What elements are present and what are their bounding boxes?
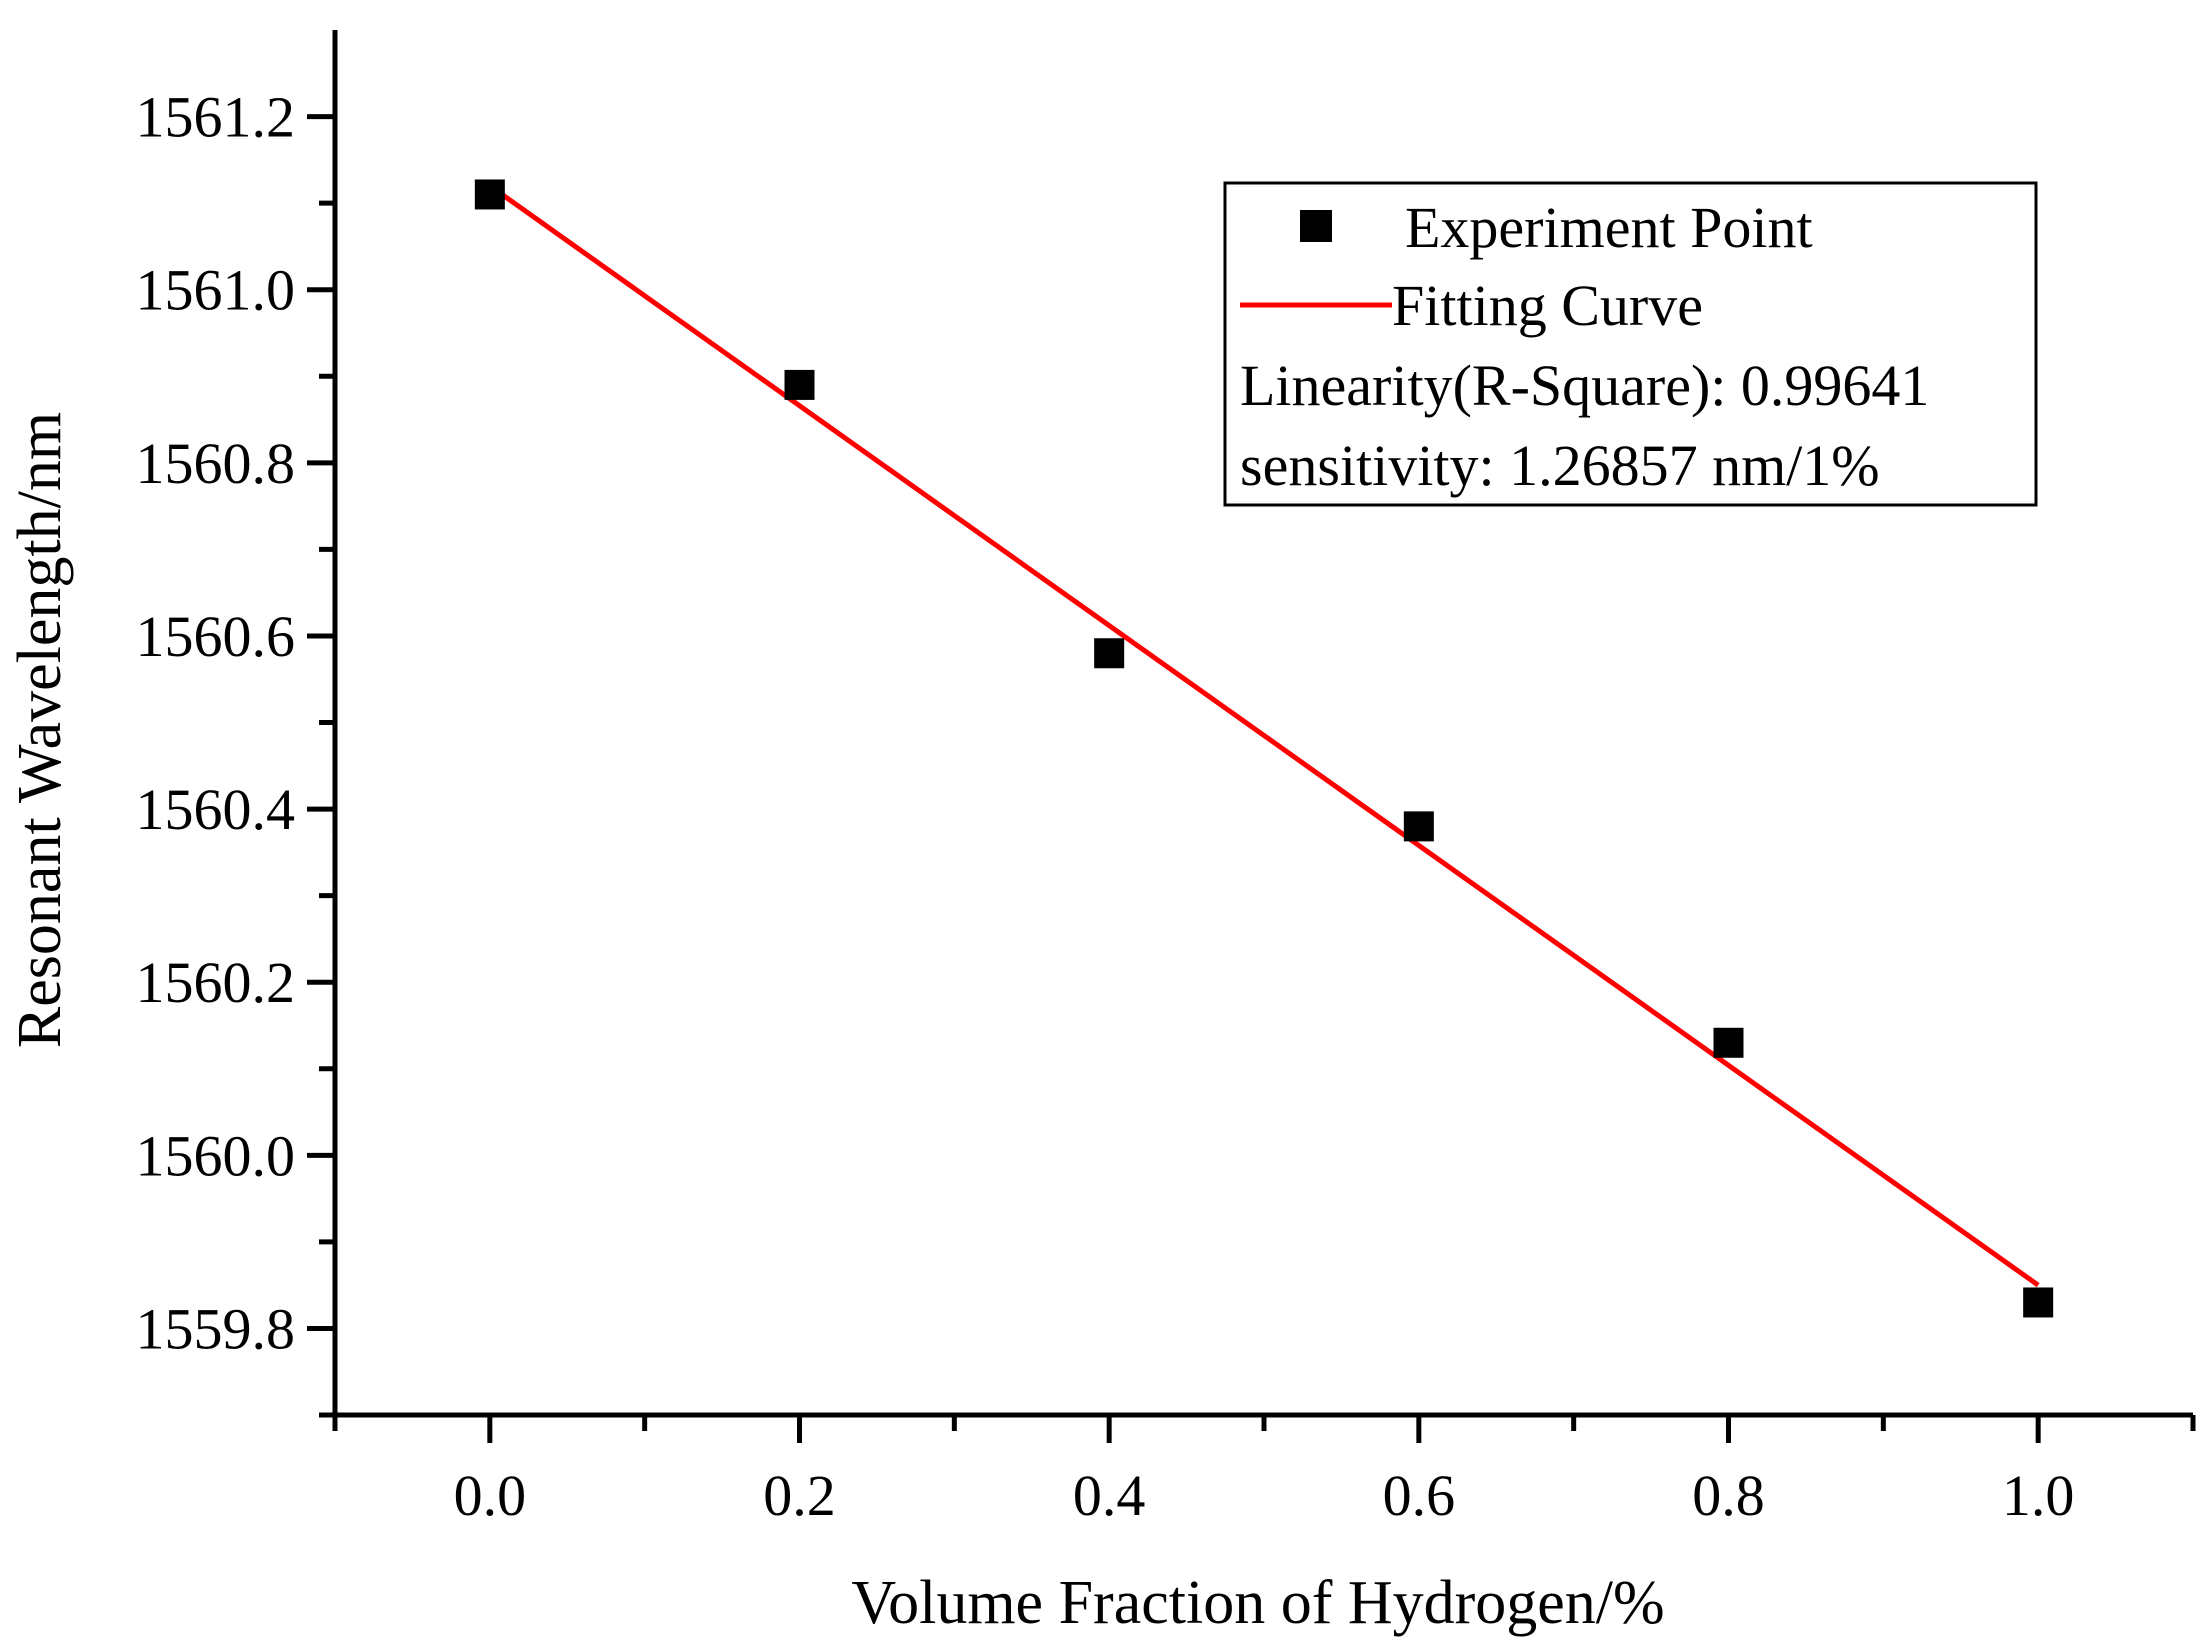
legend-annotation-sensitivity: sensitivity: 1.26857 nm/1%	[1240, 433, 1880, 498]
experiment-point	[1094, 638, 1125, 669]
legend-entry-fitting-curve: Fitting Curve	[1392, 273, 1703, 338]
x-tick-label: 1.0	[2002, 1463, 2075, 1528]
experiment-point	[1713, 1027, 1744, 1058]
y-tick-label: 1560.6	[136, 604, 296, 669]
y-tick-label: 1560.4	[136, 777, 296, 842]
x-tick-label: 0.0	[454, 1463, 527, 1528]
fitting-curve-line	[488, 183, 2040, 1288]
x-tick-label: 0.6	[1383, 1463, 1456, 1528]
x-tick-label: 0.2	[763, 1463, 836, 1528]
experiment-points	[474, 179, 2054, 1318]
experiment-point	[474, 179, 505, 210]
x-axis-title: Volume Fraction of Hydrogen/%	[851, 1569, 1664, 1637]
experiment-point	[784, 369, 815, 400]
experiment-point	[1403, 811, 1434, 842]
y-tick-label: 1561.2	[136, 85, 296, 150]
y-tick-label: 1560.8	[136, 431, 296, 496]
y-axis-ticks	[307, 114, 335, 1418]
y-axis-title: Resonant Wavelength/nm	[6, 412, 74, 1048]
legend-square-marker-icon	[1300, 210, 1332, 242]
legend-box	[1223, 181, 2038, 507]
x-axis-ticks	[332, 1415, 2196, 1443]
y-tick-label: 1560.0	[136, 1123, 296, 1188]
legend: Experiment Point Fitting Curve Linearity…	[1223, 181, 2038, 507]
y-tick-label: 1559.8	[136, 1296, 296, 1361]
legend-entry-experiment-point: Experiment Point	[1405, 195, 1813, 260]
legend-annotation-linearity: Linearity(R-Square): 0.99641	[1240, 353, 1929, 418]
y-tick-label: 1560.2	[136, 950, 296, 1015]
x-axis-tick-labels: 0.0 0.2 0.4 0.6 0.8 1.0	[454, 1463, 2075, 1528]
experiment-point	[2023, 1287, 2054, 1318]
y-axis-tick-labels: 1559.8 1560.0 1560.2 1560.4 1560.6 1560.8 1561…	[136, 85, 296, 1362]
x-tick-label: 0.4	[1073, 1463, 1146, 1528]
x-tick-label: 0.8	[1692, 1463, 1765, 1528]
y-tick-label: 1561.0	[136, 258, 296, 323]
